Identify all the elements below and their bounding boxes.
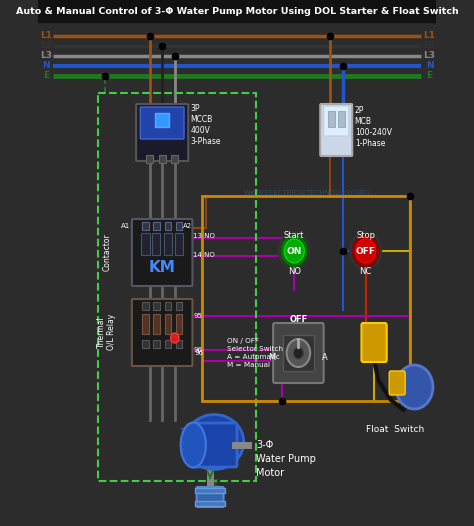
Circle shape (171, 333, 179, 343)
Bar (328, 111, 335, 127)
FancyBboxPatch shape (324, 106, 349, 136)
FancyBboxPatch shape (140, 107, 184, 139)
Text: WWW.ELECTRICALTECHNOLOGY.ORG: WWW.ELECTRICALTECHNOLOGY.ORG (244, 190, 370, 196)
Bar (164, 340, 172, 348)
Text: Thermal
O/L Relay: Thermal O/L Relay (97, 314, 116, 350)
Bar (146, 155, 153, 163)
Text: 96: 96 (193, 347, 202, 353)
FancyBboxPatch shape (132, 299, 192, 366)
Text: A: A (322, 353, 328, 362)
Bar (38, 0, 436, 22)
Text: L2: L2 (40, 42, 52, 50)
Bar (172, 155, 178, 163)
Text: N: N (42, 62, 50, 70)
Text: L3: L3 (40, 52, 52, 60)
Text: M: M (268, 353, 275, 362)
Circle shape (353, 236, 378, 266)
Text: 3-Φ
Water Pump
Motor: 3-Φ Water Pump Motor (256, 440, 316, 478)
Text: 13 NO: 13 NO (193, 233, 215, 239)
Bar (142, 340, 149, 348)
Bar (142, 302, 149, 310)
Ellipse shape (181, 422, 206, 468)
Bar (153, 340, 160, 348)
Circle shape (396, 365, 433, 409)
Text: Contactor: Contactor (102, 233, 111, 271)
Text: A1: A1 (121, 223, 130, 229)
Text: E: E (43, 72, 49, 80)
Bar (283, 335, 313, 371)
Text: Auto & Manual Control of 3-Φ Water Pump Motor Using DOL Starter & Float Switch: Auto & Manual Control of 3-Φ Water Pump … (16, 6, 458, 15)
Bar (175, 314, 182, 334)
Circle shape (351, 233, 381, 269)
Circle shape (279, 233, 310, 269)
Text: OFF: OFF (356, 247, 376, 256)
Text: N: N (426, 62, 433, 70)
Bar (175, 222, 182, 230)
Text: OFF: OFF (289, 316, 308, 325)
Bar (195, 488, 225, 493)
Bar (175, 340, 182, 348)
Bar (155, 113, 169, 127)
FancyBboxPatch shape (197, 487, 224, 507)
Text: Float  Switch: Float Switch (366, 425, 424, 434)
Bar (164, 314, 172, 334)
Bar (201, 196, 410, 401)
Bar (175, 233, 183, 255)
Circle shape (282, 236, 307, 266)
FancyBboxPatch shape (320, 104, 352, 156)
FancyBboxPatch shape (273, 323, 324, 383)
FancyBboxPatch shape (362, 323, 387, 362)
Text: Stop: Stop (356, 231, 375, 240)
Text: ON / OFF
Selector Switch
A = Automatic
M = Manual: ON / OFF Selector Switch A = Automatic M… (227, 338, 283, 368)
Bar (338, 111, 345, 127)
Bar (153, 222, 160, 230)
Text: KM: KM (149, 260, 175, 276)
Bar (159, 155, 165, 163)
Bar (164, 302, 172, 310)
Text: Start: Start (284, 231, 304, 240)
Bar (153, 302, 160, 310)
Bar (142, 314, 149, 334)
FancyBboxPatch shape (191, 423, 237, 467)
Ellipse shape (185, 414, 244, 470)
Text: ON: ON (286, 247, 302, 256)
FancyBboxPatch shape (132, 219, 192, 286)
Text: 3P
MCCB
400V
3-Phase: 3P MCCB 400V 3-Phase (191, 104, 221, 146)
Bar (141, 233, 149, 255)
Circle shape (293, 347, 303, 359)
Bar (175, 302, 182, 310)
Text: L2: L2 (424, 42, 436, 50)
Text: A2: A2 (183, 223, 192, 229)
Text: E: E (213, 479, 218, 488)
Bar (164, 222, 172, 230)
Text: E: E (427, 72, 433, 80)
Bar (142, 222, 149, 230)
Text: 96: 96 (194, 350, 203, 356)
Circle shape (287, 339, 310, 367)
Circle shape (284, 239, 304, 263)
Text: NO: NO (288, 268, 301, 277)
Text: 14 NO: 14 NO (193, 252, 215, 258)
FancyBboxPatch shape (136, 104, 188, 161)
Text: NC: NC (360, 268, 372, 277)
Bar (152, 233, 161, 255)
Text: L3: L3 (424, 52, 436, 60)
Text: L1: L1 (40, 32, 52, 41)
Bar (164, 233, 172, 255)
Bar (98, 93, 256, 481)
Bar (195, 501, 225, 506)
Circle shape (356, 239, 376, 263)
Text: 2P
MCB
100-240V
1-Phase: 2P MCB 100-240V 1-Phase (355, 106, 392, 148)
Text: L1: L1 (424, 32, 436, 41)
Bar (153, 314, 160, 334)
FancyBboxPatch shape (389, 371, 405, 395)
Text: 95: 95 (193, 313, 202, 319)
